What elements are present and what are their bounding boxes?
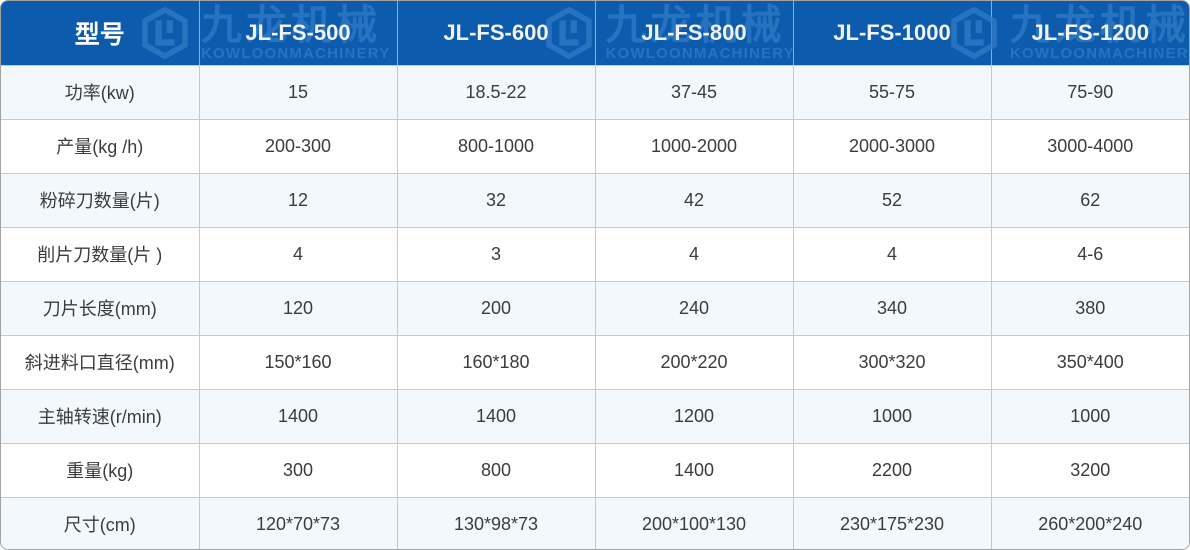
- table-row-inlet-diameter: 斜进料口直径(mm) 150*160 160*180 200*220 300*3…: [1, 335, 1189, 390]
- header-label: JL-FS-800: [641, 19, 747, 45]
- row-label: 重量(kg): [1, 443, 200, 498]
- table-row-crushing-blades: 粉碎刀数量(片) 12 32 42 52 62: [1, 173, 1189, 228]
- row-label: 功率(kw): [1, 65, 200, 120]
- row-label: 削片刀数量(片 ): [1, 227, 200, 282]
- spec-cell: 12: [199, 173, 398, 228]
- spec-cell: 18.5-22: [397, 65, 596, 120]
- spec-cell: 2200: [793, 443, 992, 498]
- spec-cell: 4: [793, 227, 992, 282]
- spec-cell: 130*98*73: [397, 497, 596, 549]
- table-body: 功率(kw) 15 18.5-22 37-45 55-75 75-90 产量(k…: [1, 65, 1189, 549]
- row-label: 主轴转速(r/min): [1, 389, 200, 444]
- header-row: 型号 JL-FS-500 JL-FS-600 JL-FS-800 JL-FS-1…: [1, 1, 1189, 66]
- spec-cell: 42: [595, 173, 794, 228]
- spec-cell: 4: [595, 227, 794, 282]
- header-label: JL-FS-500: [245, 19, 351, 45]
- header-label: JL-FS-1200: [1031, 19, 1149, 45]
- spec-cell: 1000: [793, 389, 992, 444]
- table-row-chipping-blades: 削片刀数量(片 ) 4 3 4 4 4-6: [1, 227, 1189, 282]
- spec-cell: 260*200*240: [991, 497, 1189, 549]
- table-row-spindle-speed: 主轴转速(r/min) 1400 1400 1200 1000 1000: [1, 389, 1189, 444]
- spec-cell: 200*100*130: [595, 497, 794, 549]
- spec-cell: 300: [199, 443, 398, 498]
- spec-cell: 75-90: [991, 65, 1189, 120]
- spec-cell: 2000-3000: [793, 119, 992, 174]
- column-header-jl-fs-600: JL-FS-600: [397, 1, 596, 66]
- spec-cell: 300*320: [793, 335, 992, 390]
- column-header-jl-fs-800: JL-FS-800: [595, 1, 794, 66]
- spec-cell: 120: [199, 281, 398, 336]
- column-header-jl-fs-500: JL-FS-500: [199, 1, 398, 66]
- spec-cell: 160*180: [397, 335, 596, 390]
- spec-cell: 1000: [991, 389, 1189, 444]
- spec-cell: 3: [397, 227, 596, 282]
- spec-cell: 200: [397, 281, 596, 336]
- spec-cell: 350*400: [991, 335, 1189, 390]
- spec-cell: 37-45: [595, 65, 794, 120]
- spec-cell: 1400: [199, 389, 398, 444]
- column-header-jl-fs-1200: JL-FS-1200: [991, 1, 1189, 66]
- spec-cell: 230*175*230: [793, 497, 992, 549]
- row-label: 尺寸(cm): [1, 497, 200, 549]
- spec-cell: 1200: [595, 389, 794, 444]
- spec-cell: 15: [199, 65, 398, 120]
- row-label: 粉碎刀数量(片): [1, 173, 200, 228]
- spec-cell: 340: [793, 281, 992, 336]
- spec-cell: 62: [991, 173, 1189, 228]
- header-label: JL-FS-1000: [833, 19, 951, 45]
- spec-cell: 800-1000: [397, 119, 596, 174]
- spec-cell: 4: [199, 227, 398, 282]
- spec-cell: 3200: [991, 443, 1189, 498]
- header-label: 型号: [74, 20, 125, 49]
- spec-cell: 200*220: [595, 335, 794, 390]
- spec-cell: 150*160: [199, 335, 398, 390]
- row-label: 刀片长度(mm): [1, 281, 200, 336]
- spec-cell: 32: [397, 173, 596, 228]
- table-row-weight: 重量(kg) 300 800 1400 2200 3200: [1, 443, 1189, 498]
- row-label: 斜进料口直径(mm): [1, 335, 200, 390]
- table-header: 型号 JL-FS-500 JL-FS-600 JL-FS-800 JL-FS-1…: [1, 1, 1189, 66]
- spec-cell: 1000-2000: [595, 119, 794, 174]
- spec-cell: 4-6: [991, 227, 1189, 282]
- spec-cell: 380: [991, 281, 1189, 336]
- spec-cell: 120*70*73: [199, 497, 398, 549]
- header-label: JL-FS-600: [443, 19, 549, 45]
- table-row-power: 功率(kw) 15 18.5-22 37-45 55-75 75-90: [1, 65, 1189, 120]
- spec-cell: 200-300: [199, 119, 398, 174]
- spec-cell: 52: [793, 173, 992, 228]
- spec-cell: 240: [595, 281, 794, 336]
- column-header-model: 型号: [1, 1, 200, 66]
- table-row-output: 产量(kg /h) 200-300 800-1000 1000-2000 200…: [1, 119, 1189, 174]
- spec-cell: 3000-4000: [991, 119, 1189, 174]
- row-label: 产量(kg /h): [1, 119, 200, 174]
- table-row-blade-length: 刀片长度(mm) 120 200 240 340 380: [1, 281, 1189, 336]
- spec-cell: 55-75: [793, 65, 992, 120]
- table-row-dimensions: 尺寸(cm) 120*70*73 130*98*73 200*100*130 2…: [1, 497, 1189, 549]
- spec-cell: 800: [397, 443, 596, 498]
- column-header-jl-fs-1000: JL-FS-1000: [793, 1, 992, 66]
- spec-cell: 1400: [397, 389, 596, 444]
- spec-cell: 1400: [595, 443, 794, 498]
